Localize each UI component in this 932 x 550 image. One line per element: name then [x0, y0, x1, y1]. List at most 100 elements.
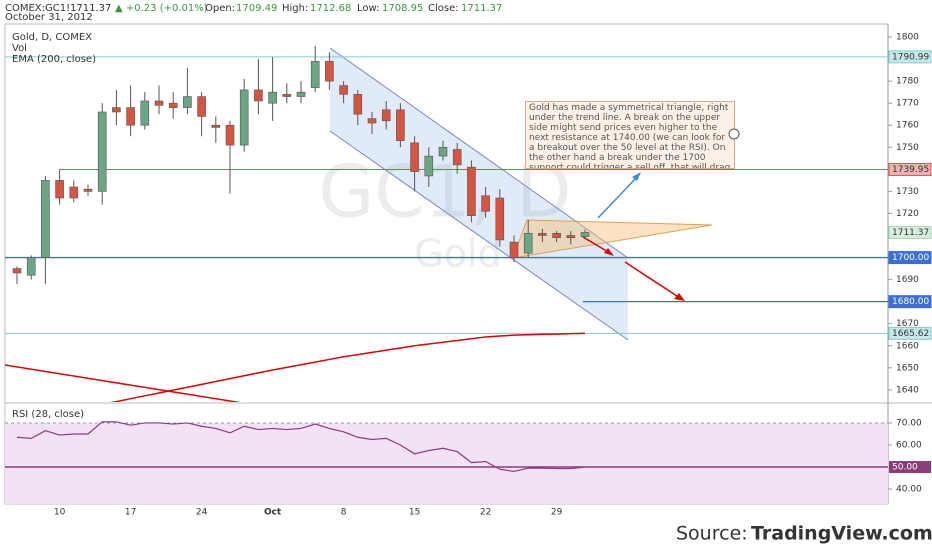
x-tick-label: 15 — [409, 508, 420, 518]
arrow-down — [582, 236, 611, 254]
close-label: Close: — [428, 3, 459, 14]
rsi-line — [16, 421, 586, 473]
level-label-bg — [888, 162, 932, 176]
price-pane — [5, 45, 888, 402]
change: ▲ +0.23 (+0.01%) — [115, 3, 208, 14]
y-tick-label: 70.00 — [896, 418, 922, 428]
watermark-name: Gold — [414, 232, 501, 276]
candle-body — [225, 124, 235, 146]
arrow-up — [597, 175, 639, 219]
y-tick-label: 1660 — [896, 341, 919, 351]
candle-body — [168, 102, 178, 108]
candle-body — [41, 180, 50, 258]
channel-upper — [329, 47, 629, 259]
x-tick-label: 17 — [125, 508, 136, 518]
candle-body — [239, 89, 249, 146]
source-label: Source: — [676, 523, 748, 545]
y-tick-label: 1780 — [896, 77, 919, 87]
candle-body — [126, 107, 135, 126]
y-tick-label: 1650 — [896, 363, 919, 373]
handle — [728, 128, 740, 140]
candle-body — [55, 180, 64, 199]
header: COMEX:GC1! 1711.37 ▲ +0.23 (+0.01%) Open… — [5, 3, 502, 23]
open-label: Open: — [205, 3, 235, 14]
arrow-head — [604, 248, 614, 256]
level-label-bg — [888, 251, 932, 265]
open-value: 1709.49 — [236, 3, 277, 14]
candle-body — [12, 268, 22, 274]
candle-body — [566, 235, 576, 239]
candle-body — [538, 232, 547, 236]
rsi-pane — [5, 421, 888, 504]
candle-body — [97, 111, 107, 192]
arrow-down — [624, 261, 681, 299]
candle-body — [254, 89, 263, 102]
candle-body — [481, 195, 490, 212]
candle-body — [268, 91, 277, 104]
candle-body — [353, 94, 363, 115]
candle-body — [438, 146, 448, 157]
rsi-label-bg — [889, 461, 931, 474]
candle-body — [523, 232, 533, 254]
level-label: 1739.95 — [892, 165, 929, 175]
level-label-bg — [888, 225, 932, 239]
candle-body — [69, 186, 79, 199]
channel-lower — [329, 130, 629, 341]
level-label-bg — [888, 50, 932, 64]
high-value: 1712.68 — [310, 3, 351, 14]
y-tick-label: 1760 — [896, 121, 919, 131]
y-tick-label: 1720 — [896, 209, 919, 219]
candle-body — [325, 60, 334, 82]
level-label: 1680.00 — [892, 297, 929, 307]
candle-body — [467, 166, 476, 216]
rsi-label: 50.00 — [892, 463, 918, 473]
candle-body — [552, 232, 561, 239]
candle-body — [367, 118, 377, 124]
x-tick-label: 29 — [551, 508, 563, 518]
arrow-head — [674, 293, 685, 301]
y-tick-label: 1750 — [896, 143, 919, 153]
y-tick-label: 60.00 — [896, 440, 922, 450]
level-label: 1711.37 — [892, 228, 929, 238]
trend-line — [5, 364, 241, 402]
close-value: 1711.37 — [461, 3, 502, 14]
annotation: Gold has made a symmetrical triangle, ri… — [525, 101, 735, 169]
x-tick-label: Oct — [264, 508, 282, 518]
x-tick-label: 24 — [196, 508, 208, 518]
symbol: COMEX:GC1! — [5, 3, 70, 14]
candle-body — [211, 124, 221, 128]
candle-body — [296, 91, 306, 97]
candle-body — [154, 100, 164, 106]
legend-rsi: RSI (28, close) — [12, 409, 84, 420]
level-label-bg — [888, 326, 932, 340]
annotation-box: Gold has made a symmetrical triangle, ri… — [525, 101, 735, 169]
candle-body — [396, 109, 405, 141]
candle-body — [83, 188, 93, 192]
candle-body — [452, 149, 462, 166]
legend-ema: EMA (200, close) — [12, 54, 96, 65]
y-tick-label: 1800 — [896, 33, 919, 43]
legend-volume: Vol — [12, 43, 27, 54]
candle-body — [509, 241, 519, 258]
high-label: High: — [282, 3, 308, 14]
arrow-head — [632, 172, 641, 181]
candle-body — [339, 85, 348, 95]
last-price: 1711.37 — [70, 3, 111, 14]
date: October 31, 2012 — [5, 12, 93, 23]
candle-body — [495, 197, 505, 241]
low-label: Low: — [357, 3, 380, 14]
y-tick-label: 40.00 — [896, 485, 922, 495]
y-tick-label: 1730 — [896, 187, 919, 197]
candle-body — [580, 232, 590, 237]
level-label: 1790.99 — [892, 52, 929, 62]
candle-body — [26, 257, 36, 276]
y-tick-label: 1690 — [896, 275, 919, 285]
x-tick-label: 22 — [480, 508, 491, 518]
low-value: 1708.95 — [382, 3, 423, 14]
candle-body — [183, 96, 192, 108]
x-tick-label: 8 — [341, 508, 347, 518]
candle-body — [310, 60, 320, 89]
candle-body — [381, 109, 391, 122]
axes: 1800 1780 1770 1760 1750 1730 1720 1690 1670 1660… — [54, 33, 932, 518]
